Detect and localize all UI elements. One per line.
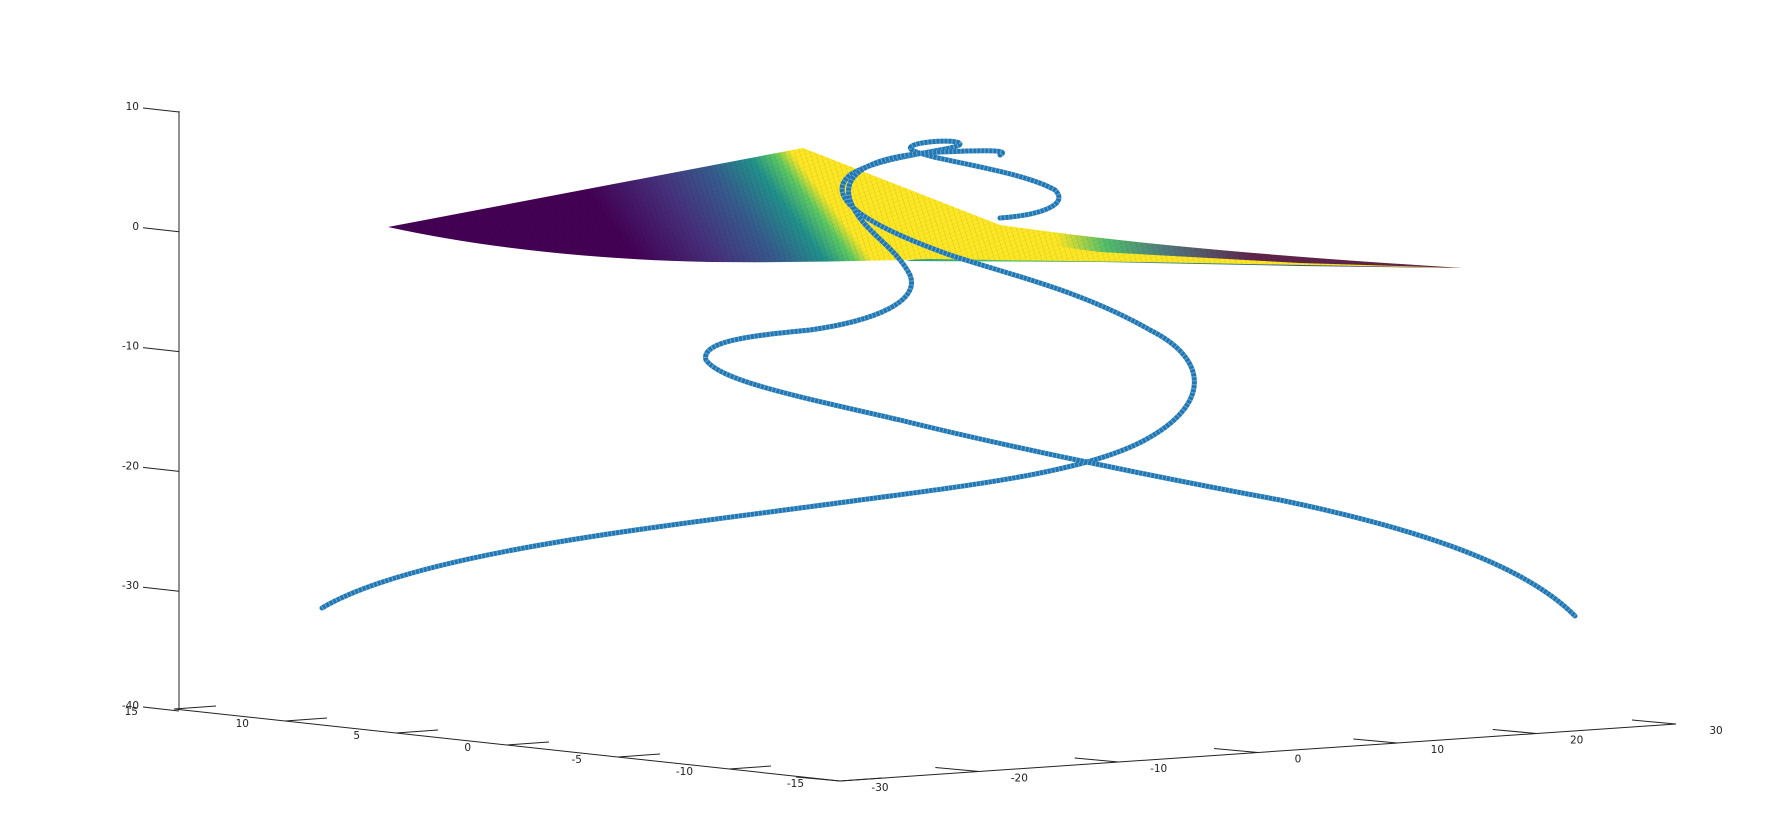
z-tick xyxy=(142,227,180,233)
z-tick-label: -40 xyxy=(122,700,139,712)
x-tick-label: -10 xyxy=(1150,763,1167,775)
x-tick xyxy=(1631,719,1677,725)
x-tick xyxy=(795,776,841,782)
surface xyxy=(388,148,1462,268)
curve-series-2-markers xyxy=(703,148,1577,618)
y-tick-label: -5 xyxy=(572,754,582,766)
z-tick xyxy=(142,347,180,353)
x-tick xyxy=(1492,729,1537,734)
x-tick-label: 0 xyxy=(1295,754,1302,766)
y-tick xyxy=(728,765,772,770)
z-tick-label: -30 xyxy=(122,580,139,592)
z-tick-label: -20 xyxy=(122,460,139,472)
x-tick xyxy=(1213,748,1259,753)
z-tick xyxy=(142,586,180,592)
y-tick-label: 15 xyxy=(125,706,138,718)
z-tick xyxy=(142,466,180,472)
surface-mesh-fine xyxy=(388,148,1462,268)
y-tick-label: 5 xyxy=(353,730,360,742)
x-tick-label: -30 xyxy=(871,782,888,794)
z-tick xyxy=(142,107,180,113)
y-tick-label: -15 xyxy=(787,778,804,790)
y-tick xyxy=(173,705,217,710)
x-tick-label: 20 xyxy=(1570,735,1583,747)
x-tick-label: 30 xyxy=(1709,725,1722,737)
x-tick-label: 10 xyxy=(1431,744,1444,756)
y-tick xyxy=(506,741,550,746)
curves xyxy=(319,138,1578,619)
curve-series-2 xyxy=(703,148,1578,619)
y-tick xyxy=(395,729,439,734)
y-tick xyxy=(284,717,328,722)
y-tick-label: 0 xyxy=(464,742,471,754)
x-tick xyxy=(1074,757,1119,763)
y-tick-label: -10 xyxy=(676,766,693,778)
z-tick xyxy=(142,706,180,712)
x-tick xyxy=(935,767,980,772)
x-tick-label: -20 xyxy=(1011,773,1028,785)
z-tick-label: 10 xyxy=(126,101,139,113)
x-tick xyxy=(1353,738,1398,744)
z-tick-label: -10 xyxy=(122,341,139,353)
z-tick-label: 0 xyxy=(132,221,139,233)
y-tick xyxy=(617,753,661,758)
y-tick-label: 10 xyxy=(236,718,249,730)
